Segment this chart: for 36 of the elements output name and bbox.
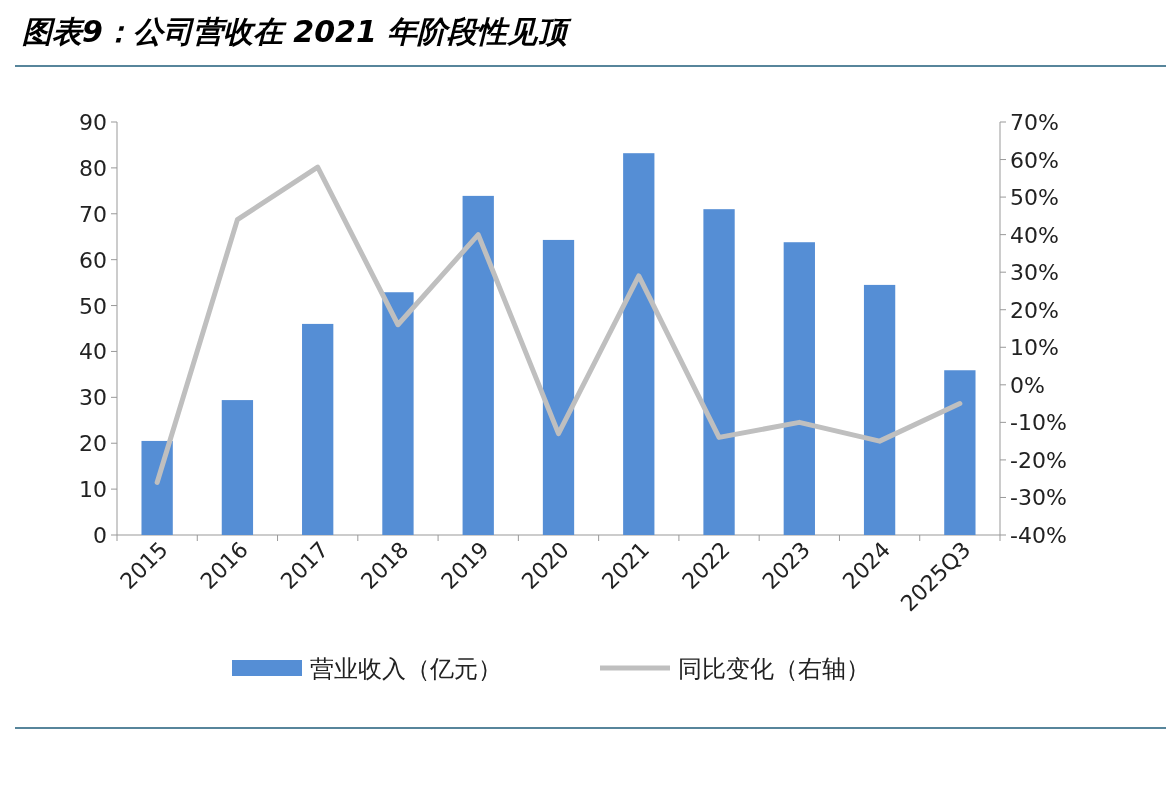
y2-tick-label: 60% (1010, 147, 1059, 173)
y-tick-label: 30 (79, 385, 107, 411)
y2-tick-label: 20% (1010, 297, 1059, 323)
y2-tick-label: 10% (1010, 335, 1059, 361)
bar (944, 370, 976, 535)
y2-tick-label: -20% (1010, 447, 1067, 473)
bar (141, 440, 173, 535)
y2-tick-label: 30% (1010, 260, 1059, 286)
y-tick-label: 10 (79, 477, 107, 503)
bar (462, 195, 494, 535)
bar (623, 153, 655, 535)
bar (863, 284, 896, 535)
y-tick-label: 90 (79, 110, 107, 135)
bar (302, 323, 334, 535)
y-tick-label: 80 (79, 155, 107, 181)
y-tick-label: 20 (79, 431, 107, 457)
bar (382, 292, 414, 535)
bar (542, 239, 575, 535)
y2-tick-label: 70% (1010, 110, 1059, 135)
chart-title: 图表9：公司营收在 2021 年阶段性见顶 (22, 14, 573, 49)
legend-label: 同比变化（右轴） (678, 655, 870, 683)
y2-tick-label: 40% (1010, 222, 1059, 248)
y2-tick-label: 50% (1010, 185, 1059, 211)
y2-tick-label: -10% (1010, 410, 1067, 436)
y-tick-label: 50 (79, 293, 107, 319)
bar (703, 209, 735, 535)
y-tick-label: 0 (93, 523, 107, 548)
legend-label: 营业收入（亿元） (310, 655, 502, 683)
y-tick-label: 60 (79, 247, 107, 273)
y2-tick-label: -40% (1010, 523, 1067, 548)
bar (221, 400, 254, 535)
y2-tick-label: -30% (1010, 485, 1067, 511)
y-tick-label: 70 (79, 201, 107, 227)
y-tick-label: 40 (79, 339, 107, 365)
bar (783, 242, 815, 535)
y2-tick-label: 0% (1010, 372, 1045, 398)
